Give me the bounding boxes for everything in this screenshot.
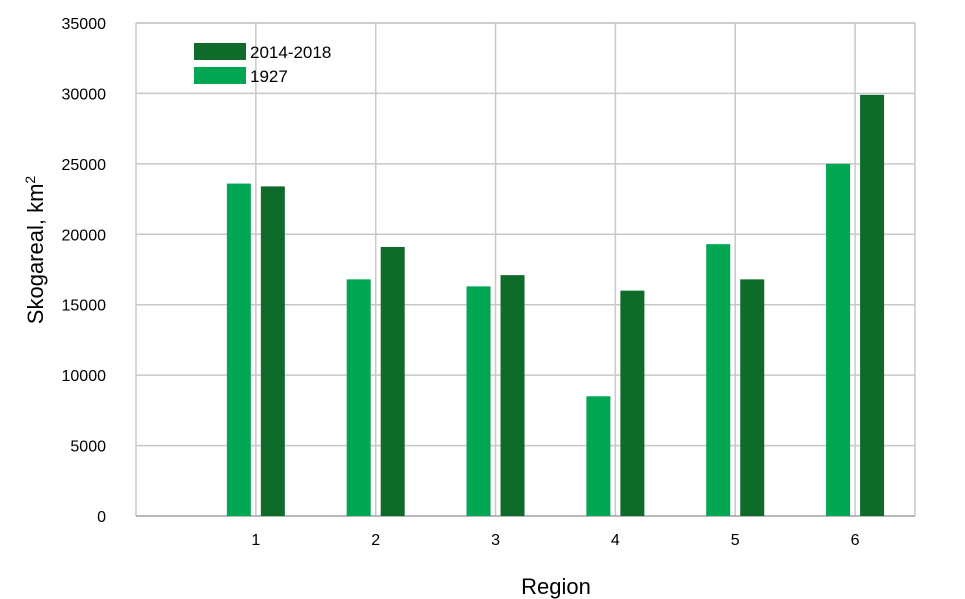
y-tick-label: 15000: [62, 298, 107, 315]
y-tick-label: 35000: [62, 16, 107, 33]
bar-1927-region-4: [586, 396, 611, 516]
x-axis-ticks: 1 2 3 4 5 6: [251, 532, 859, 549]
x-tick-label: 1: [251, 532, 260, 549]
bar-2014-2018-region-4: [620, 290, 645, 516]
y-axis-title: Skogareal, km2: [22, 176, 48, 325]
x-axis-title: Region: [521, 574, 591, 599]
x-tick-label: 4: [611, 532, 620, 549]
bar-2014-2018-region-3: [500, 275, 525, 516]
x-tick-label: 3: [491, 532, 500, 549]
legend: 2014-2018 1927: [194, 43, 331, 86]
bar-1927-region-5: [706, 244, 731, 516]
legend-label-2014-2018: 2014-2018: [250, 43, 331, 62]
bar-1927-region-2: [346, 279, 371, 516]
y-axis-ticks: 0 5000 10000 15000 20000 25000 30000 35000: [62, 16, 107, 526]
bar-2014-2018-region-6: [860, 94, 885, 516]
grid-lines: [135, 22, 916, 517]
y-tick-label: 10000: [62, 368, 107, 385]
y-tick-label: 20000: [62, 227, 107, 244]
y-tick-label: 5000: [70, 439, 106, 456]
x-tick-label: 5: [731, 532, 740, 549]
legend-swatch-2014-2018: [194, 43, 246, 60]
y-tick-label: 0: [97, 509, 106, 526]
legend-swatch-1927: [194, 67, 246, 84]
legend-label-1927: 1927: [250, 67, 288, 86]
x-tick-label: 2: [371, 532, 380, 549]
y-tick-label: 30000: [62, 86, 107, 103]
bar-2014-2018-region-1: [260, 186, 285, 516]
y-axis-title-main: Skogareal, km: [23, 184, 48, 325]
y-axis-title-superscript: 2: [22, 176, 38, 184]
x-tick-label: 6: [851, 532, 860, 549]
bars-group: [226, 94, 885, 516]
bar-1927-region-6: [826, 163, 851, 516]
bar-1927-region-1: [226, 183, 251, 516]
bar-1927-region-3: [466, 286, 491, 516]
bar-2014-2018-region-2: [380, 246, 405, 516]
y-tick-label: 25000: [62, 157, 107, 174]
bar-2014-2018-region-5: [740, 279, 765, 516]
